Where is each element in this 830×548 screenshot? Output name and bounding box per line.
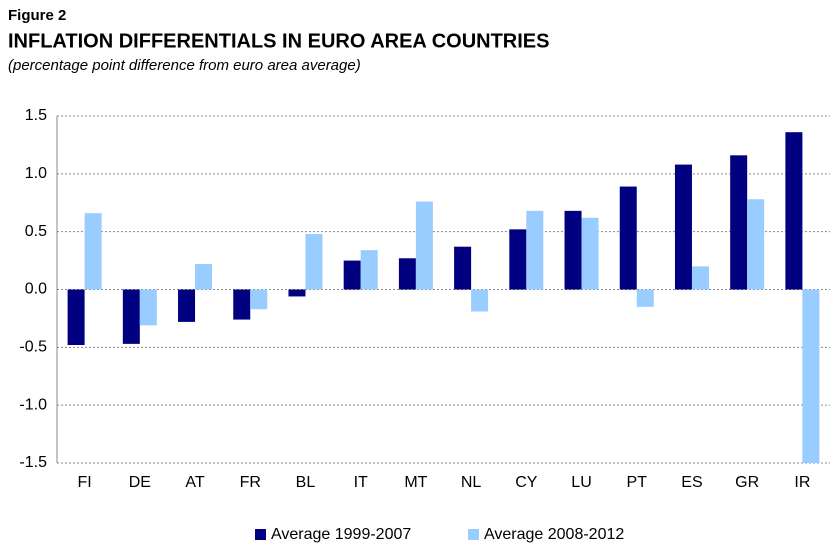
bar (415, 201, 433, 290)
x-tick-label: IR (794, 474, 810, 491)
legend-swatch (468, 529, 479, 540)
bar (454, 246, 472, 290)
y-tick-label: -1.0 (19, 396, 47, 413)
y-tick-label: 0.5 (25, 223, 47, 240)
bar (564, 210, 582, 290)
x-tick-label: MT (404, 474, 427, 491)
legend-swatch (255, 529, 266, 540)
bar (526, 210, 544, 290)
x-tick-label: BL (296, 474, 316, 491)
x-tick-label: CY (515, 474, 538, 491)
bar (730, 155, 748, 290)
chart-subtitle: (percentage point difference from euro a… (8, 57, 361, 74)
x-tick-label: GR (735, 474, 759, 491)
bar (195, 264, 213, 290)
bar (84, 213, 102, 290)
bar (636, 289, 654, 307)
legend-label: Average 1999-2007 (271, 526, 411, 543)
x-tick-label: LU (571, 474, 591, 491)
y-tick-label: -0.5 (19, 339, 47, 356)
chart-title: INFLATION DIFFERENTIALS IN EURO AREA COU… (8, 30, 549, 52)
bar (398, 258, 416, 290)
bar (122, 289, 140, 344)
bar (288, 289, 306, 297)
y-tick-label: 1.5 (25, 107, 47, 124)
bar (802, 289, 820, 463)
bar (581, 217, 599, 290)
bar (471, 289, 489, 312)
legend-label: Average 2008-2012 (484, 526, 624, 543)
x-tick-label: AT (185, 474, 204, 491)
bar (250, 289, 268, 310)
bar (509, 229, 527, 290)
bar (674, 164, 692, 290)
bar (139, 289, 157, 326)
x-tick-label: IT (354, 474, 368, 491)
bar (233, 289, 251, 320)
bar (691, 266, 709, 290)
bar (360, 250, 378, 290)
x-tick-label: DE (129, 474, 151, 491)
x-tick-label: NL (461, 474, 482, 491)
figure-label: Figure 2 (8, 7, 66, 24)
x-tick-label: FI (77, 474, 91, 491)
bar (619, 186, 637, 290)
y-tick-label: 0.0 (25, 281, 47, 298)
bar (67, 289, 85, 346)
x-tick-label: ES (681, 474, 702, 491)
bar (343, 260, 361, 290)
bar (178, 289, 196, 322)
bar (785, 132, 803, 290)
x-tick-label: FR (240, 474, 261, 491)
bar (305, 233, 323, 290)
x-tick-label: PT (627, 474, 648, 491)
y-tick-label: 1.0 (25, 165, 47, 182)
bar (747, 199, 765, 290)
y-tick-label: -1.5 (19, 454, 47, 471)
